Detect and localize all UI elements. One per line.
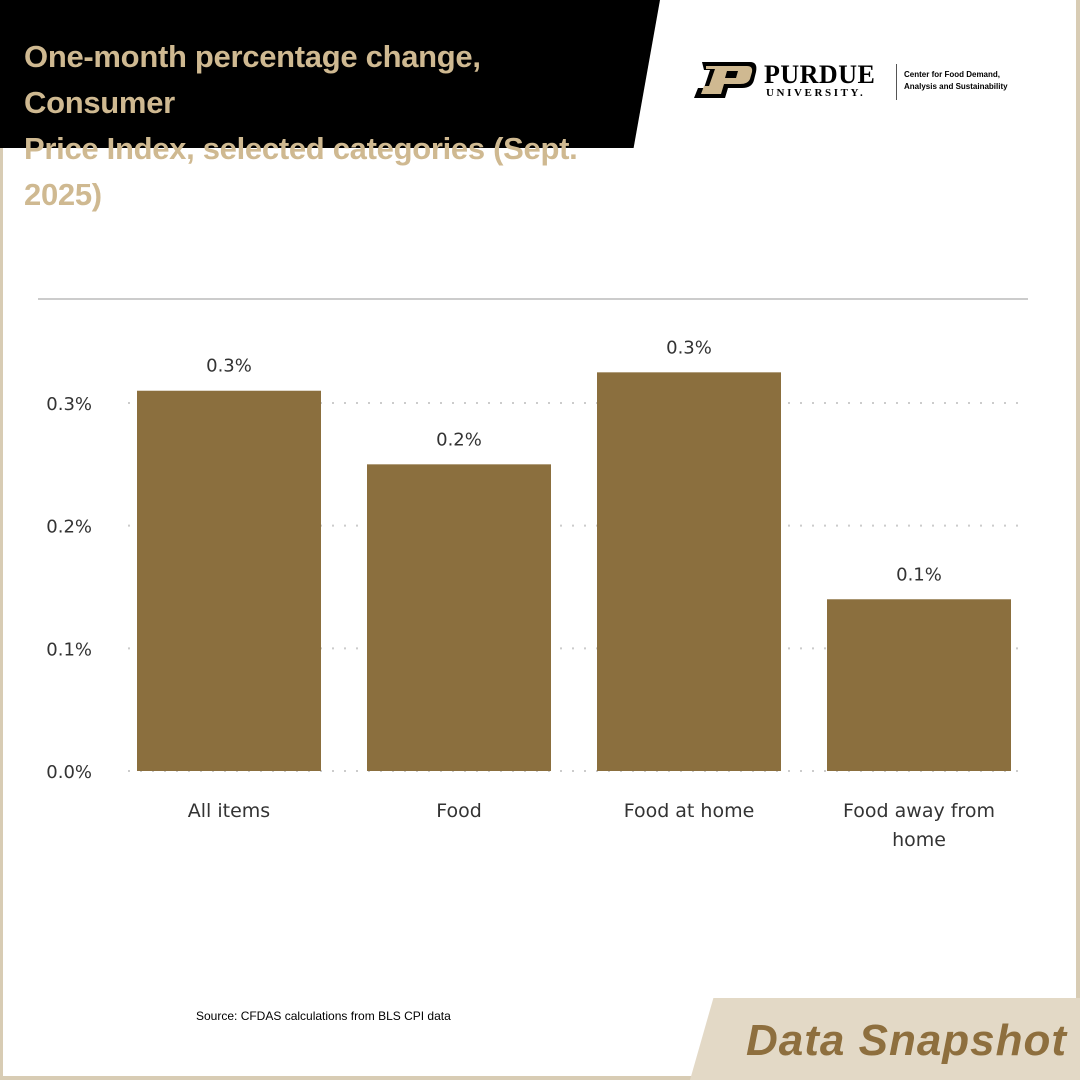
purdue-p-icon — [694, 62, 757, 98]
logo-name: PURDUE — [764, 60, 876, 89]
data-snapshot-badge — [690, 998, 1080, 1080]
source-note: Source: CFDAS calculations from BLS CPI … — [196, 1009, 451, 1023]
bar — [827, 599, 1011, 771]
logo-center-line-2: Analysis and Sustainability — [904, 82, 1008, 91]
chart-title-line-1: One-month percentage change, Consumer — [24, 39, 481, 120]
x-tick-label: Food — [436, 800, 482, 822]
x-tick-label: All items — [188, 800, 270, 822]
labels: 0.0% 0.1% 0.2% 0.3% 0.3% All items 0.2% Food 0.3… — [46, 337, 995, 851]
logo-center-name: Center for Food Demand, Analysis and Sus… — [904, 69, 1034, 93]
x-tick-label: Food at home — [624, 800, 755, 822]
data-label: 0.2% — [436, 429, 482, 450]
logo-center-line-1: Center for Food Demand, — [904, 70, 1001, 79]
y-tick-label: 0.3% — [46, 394, 92, 415]
bar-chart: 0.0% 0.1% 0.2% 0.3% 0.3% All items 0.2% Food 0.3… — [38, 298, 1028, 851]
chart-title-line-2: Price Index, selected categories (Sept. … — [24, 131, 578, 212]
logo-divider — [896, 64, 897, 100]
y-tick-label: 0.2% — [46, 517, 92, 538]
x-tick-label: Food away from home — [843, 800, 995, 851]
data-label: 0.1% — [896, 564, 942, 585]
data-label: 0.3% — [666, 337, 712, 358]
title-banner — [0, 0, 660, 148]
bars — [137, 372, 1011, 771]
y-tick-label: 0.0% — [46, 762, 92, 783]
chart-title: One-month percentage change, Consumer Pr… — [24, 34, 624, 218]
bar — [137, 390, 321, 771]
logo-subtitle: UNIVERSITY. — [766, 87, 866, 99]
page-frame-left — [0, 148, 3, 1080]
data-snapshot-label: Data Snapshot — [746, 1016, 1068, 1065]
bar — [597, 372, 781, 771]
purdue-logo: PURDUE UNIVERSITY. Center for Food Deman… — [692, 60, 1032, 104]
data-label: 0.3% — [206, 356, 252, 377]
y-tick-label: 0.1% — [46, 639, 92, 660]
bar — [367, 464, 551, 771]
